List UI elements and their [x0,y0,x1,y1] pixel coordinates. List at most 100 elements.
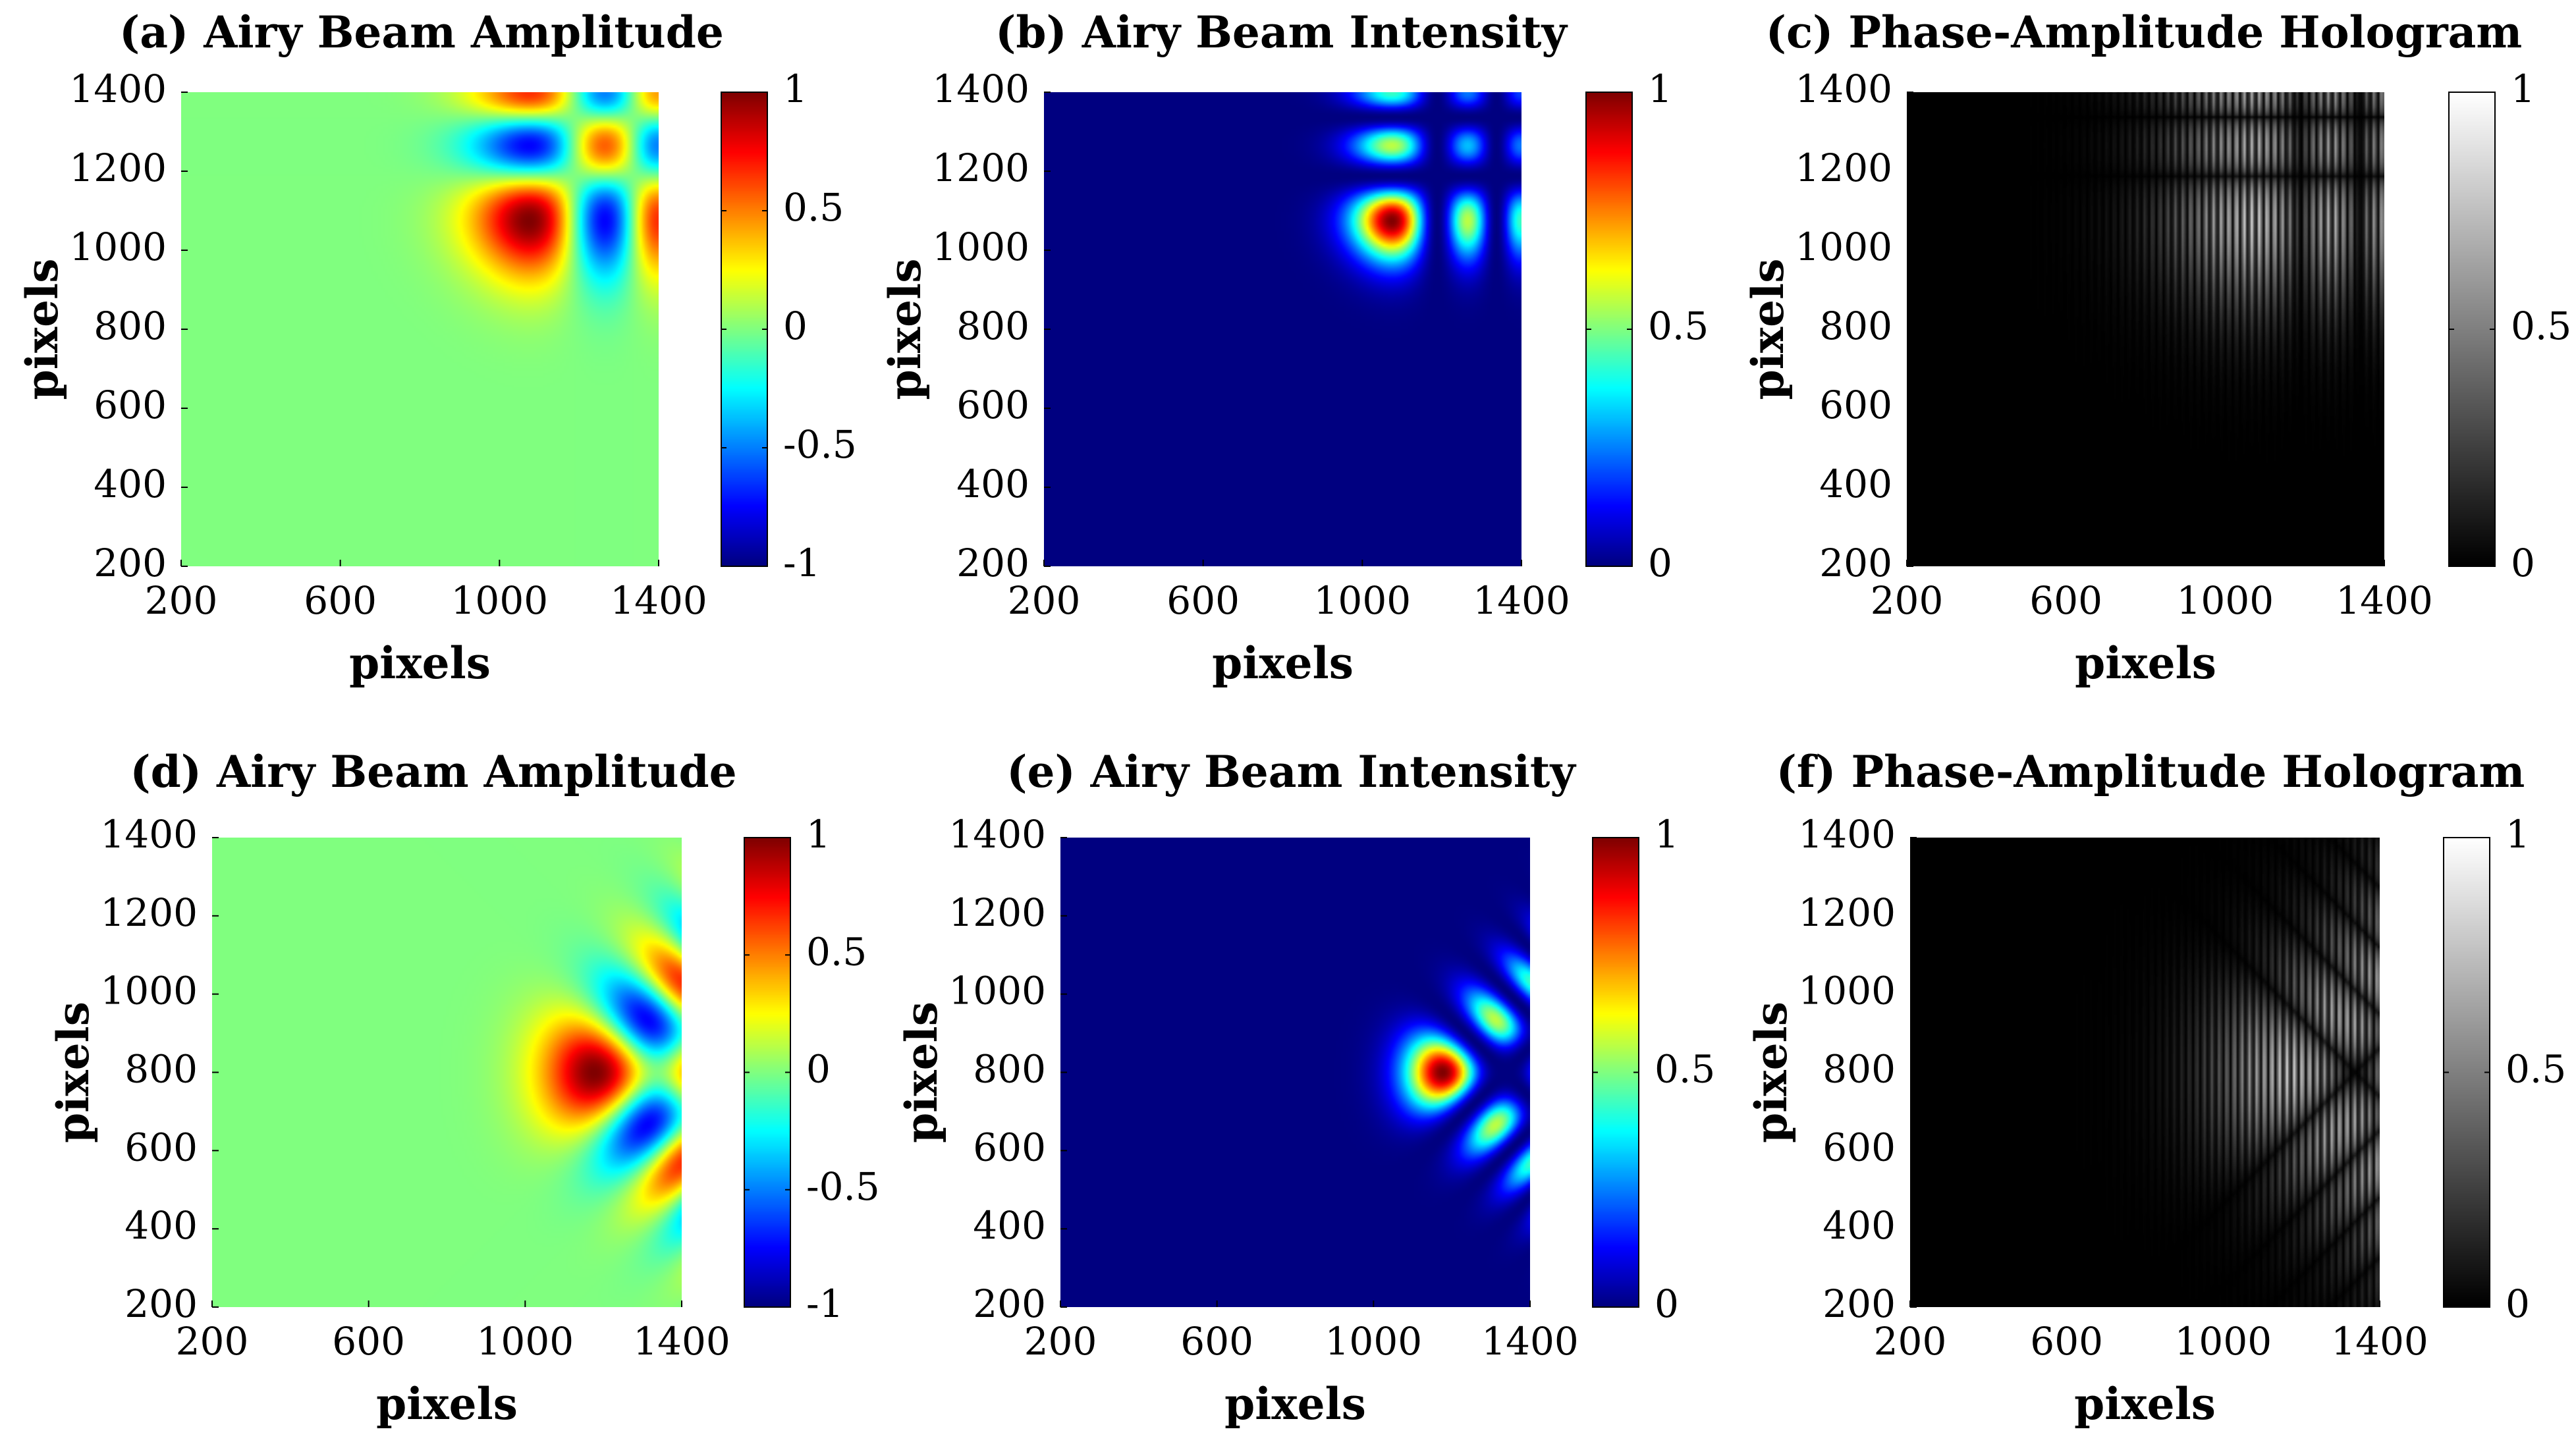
colorbar-tick-label: -1 [806,1281,844,1326]
y-tick-label: 1400 [932,67,1029,111]
y-tick-label: 400 [956,462,1029,506]
y-tick-label: 200 [1819,541,1892,585]
y-tick-label: 400 [124,1203,198,1248]
x-tick-label: 200 [176,1319,249,1364]
y-tick-label: 1400 [948,812,1046,857]
x-axis-label: pixels [2074,1378,2216,1430]
y-tick-label: 600 [94,383,167,427]
y-tick-label: 1200 [1795,146,1892,190]
colorbar [2449,92,2495,566]
y-tick-label: 600 [956,383,1029,427]
x-tick-label: 600 [2029,578,2102,623]
x-tick-label: 200 [1871,578,1944,623]
y-tick-label: 1200 [948,890,1046,935]
y-tick-label: 1000 [932,225,1029,269]
y-tick-label: 200 [973,1281,1046,1326]
colorbar-tick-label: 0.5 [783,185,844,230]
colorbar [1586,92,1632,566]
x-axis-label: pixels [349,637,491,689]
y-tick-label: 200 [956,541,1029,585]
colorbar-tick-label: 0 [1648,541,1672,585]
colorbar-tick-label: -1 [783,541,821,585]
heatmap-image [1907,92,2384,566]
y-tick-label: 800 [94,304,167,348]
y-tick-label: 1000 [1795,225,1892,269]
x-axis-label: pixels [376,1378,518,1430]
y-tick-label: 1200 [1798,890,1896,935]
x-tick-label: 200 [1008,578,1081,623]
x-tick-label: 200 [145,578,218,623]
colorbar-tick-label: 0.5 [1648,304,1709,348]
x-tick-label: 1400 [1473,578,1570,623]
y-axis-label: pixels [879,259,931,400]
y-axis-label: pixels [896,1002,947,1143]
x-tick-label: 1000 [1325,1319,1423,1364]
x-tick-label: 600 [304,578,377,623]
y-tick-label: 1200 [69,146,167,190]
y-tick-label: 400 [973,1203,1046,1248]
y-tick-label: 800 [956,304,1029,348]
x-axis-label: pixels [2075,637,2216,689]
y-tick-label: 400 [94,462,167,506]
colorbar-tick-label: 0.5 [2506,1047,2566,1092]
x-tick-label: 600 [2030,1319,2103,1364]
y-axis-label: pixels [16,259,68,400]
heatmap-image [1060,838,1530,1307]
x-tick-label: 1000 [451,578,549,623]
y-tick-label: 800 [124,1047,198,1092]
y-tick-label: 1400 [1795,67,1892,111]
y-tick-label: 800 [1819,304,1892,348]
x-tick-label: 1400 [1481,1319,1579,1364]
y-tick-label: 1200 [100,890,198,935]
colorbar-tick-label: 0.5 [806,929,867,974]
x-tick-label: 600 [332,1319,405,1364]
colorbar-tick-label: 1 [2511,67,2535,111]
colorbar [721,92,767,566]
colorbar-tick-label: 0 [783,304,808,348]
y-tick-label: 600 [124,1125,198,1169]
y-tick-label: 200 [124,1281,198,1326]
panel-title: (d) Airy Beam Amplitude [130,746,736,797]
colorbar-tick-label: -0.5 [783,422,857,467]
y-tick-label: 1000 [948,969,1046,1013]
y-axis-label: pixels [1742,259,1794,400]
colorbar [2444,838,2490,1307]
x-tick-label: 1400 [2336,578,2433,623]
x-tick-label: 200 [1874,1319,1947,1364]
x-tick-label: 1000 [477,1319,574,1364]
colorbar-tick-label: 1 [783,67,808,111]
x-tick-label: 1400 [610,578,707,623]
colorbar-tick-label: 0 [2511,541,2535,585]
colorbar-tick-label: 1 [2506,812,2530,857]
heatmap-image [212,838,682,1307]
y-tick-label: 1400 [69,67,167,111]
colorbar-tick-label: 0 [2506,1281,2530,1326]
colorbar [1593,838,1639,1307]
y-tick-label: 1000 [69,225,167,269]
heatmap-image [1910,838,2380,1307]
y-tick-label: 200 [94,541,167,585]
y-tick-label: 600 [1822,1125,1896,1169]
colorbar-tick-label: 0 [1655,1281,1679,1326]
colorbar [744,838,790,1307]
x-tick-label: 1000 [1314,578,1411,623]
y-axis-label: pixels [47,1002,99,1143]
panel-title: (e) Airy Beam Intensity [1006,746,1576,797]
y-tick-label: 400 [1822,1203,1896,1248]
colorbar-tick-label: 0.5 [2511,304,2571,348]
y-tick-label: 400 [1819,462,1892,506]
y-tick-label: 600 [1819,383,1892,427]
y-tick-label: 600 [973,1125,1046,1169]
panel-title: (a) Airy Beam Amplitude [119,7,724,58]
y-axis-label: pixels [1745,1002,1797,1143]
heatmap-image [1044,92,1521,566]
x-tick-label: 600 [1166,578,1240,623]
y-tick-label: 1400 [1798,812,1896,857]
